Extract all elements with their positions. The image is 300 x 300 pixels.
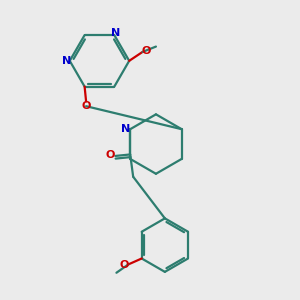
Text: N: N — [61, 56, 71, 66]
Text: O: O — [81, 101, 91, 111]
Text: O: O — [105, 150, 115, 160]
Text: N: N — [121, 124, 130, 134]
Text: O: O — [119, 260, 128, 270]
Text: O: O — [142, 46, 151, 56]
Text: N: N — [111, 28, 120, 38]
